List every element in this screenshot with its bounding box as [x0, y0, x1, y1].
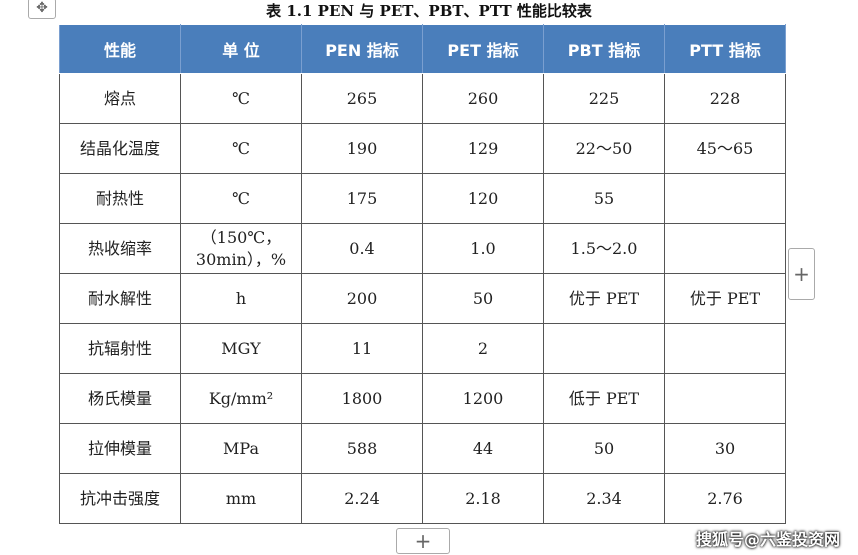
table-cell: （150℃，30min），%: [180, 223, 302, 274]
table-cell: 50: [543, 423, 665, 474]
table-row: 熔点 ℃ 265 260 225 228: [59, 73, 786, 124]
table-row: 热收缩率 （150℃，30min），% 0.4 1.0 1.5～2.0: [59, 223, 786, 274]
add-column-button[interactable]: +: [788, 248, 815, 300]
table-cell: 190: [301, 123, 423, 174]
header-cell: 单 位: [180, 24, 302, 74]
table-cell: 耐水解性: [59, 273, 181, 324]
table-cell: 1800: [301, 373, 423, 424]
header-row: 性能单 位 PEN 指标 PET 指标 PBT 指标 PTT 指标: [59, 24, 786, 74]
table-cell: 优于 PET: [664, 273, 786, 324]
table-cell: 熔点: [59, 73, 181, 124]
table-cell: 588: [301, 423, 423, 474]
table-cell: ℃: [180, 173, 302, 224]
table-cell: ℃: [180, 73, 302, 124]
table-cell: 200: [301, 273, 423, 324]
table-row: 抗辐射性 MGY 11 2: [59, 323, 786, 374]
table-title: 表 1.1 PEN 与 PET、PBT、PTT 性能比较表: [266, 2, 592, 20]
table-cell: [664, 173, 786, 224]
table-cell: [664, 323, 786, 374]
table-cell: 2: [422, 323, 544, 374]
table-cell: 1200: [422, 373, 544, 424]
header-cell: PET 指标: [422, 24, 544, 74]
table-cell: 265: [301, 73, 423, 124]
table-cell: mm: [180, 473, 302, 524]
table-row: 杨氏模量 Kg/mm² 1800 1200 低于 PET: [59, 373, 786, 424]
table-cell: 175: [301, 173, 423, 224]
table-cell: 22～50: [543, 123, 665, 174]
move-handle[interactable]: ✥: [28, 0, 56, 19]
table-cell: 55: [543, 173, 665, 224]
table-cell: 1.0: [422, 223, 544, 274]
table-cell: 优于 PET: [543, 273, 665, 324]
table-cell: 0.4: [301, 223, 423, 274]
table-cell: 30: [664, 423, 786, 474]
table-row: 耐热性 ℃ 175 120 55: [59, 173, 786, 224]
table-row: 拉伸模量 MPa 588 44 50 30: [59, 423, 786, 474]
table-cell: 低于 PET: [543, 373, 665, 424]
table-cell: 11: [301, 323, 423, 374]
table-cell: 2.76: [664, 473, 786, 524]
table-row: 抗冲击强度 mm 2.24 2.18 2.34 2.76: [59, 473, 786, 524]
table-cell: h: [180, 273, 302, 324]
table-cell: [664, 223, 786, 274]
table-cell: MGY: [180, 323, 302, 374]
table-cell: MPa: [180, 423, 302, 474]
table-row: 结晶化温度 ℃ 190 129 22～50 45～65: [59, 123, 786, 174]
table-cell: Kg/mm²: [180, 373, 302, 424]
add-row-button[interactable]: +: [396, 528, 450, 554]
table-cell: 结晶化温度: [59, 123, 181, 174]
table-cell: 44: [422, 423, 544, 474]
table-cell: 129: [422, 123, 544, 174]
table-cell: ℃: [180, 123, 302, 174]
table-cell: 260: [422, 73, 544, 124]
table-cell: 45～65: [664, 123, 786, 174]
table-cell: 2.18: [422, 473, 544, 524]
table-cell: 50: [422, 273, 544, 324]
table-cell: 杨氏模量: [59, 373, 181, 424]
table-cell: 228: [664, 73, 786, 124]
table-cell: 拉伸模量: [59, 423, 181, 474]
table-cell: 2.24: [301, 473, 423, 524]
watermark: 搜狐号@六鉴投资网: [695, 530, 840, 549]
table-cell: 1.5～2.0: [543, 223, 665, 274]
header-cell: PEN 指标: [301, 24, 423, 74]
table-cell: 耐热性: [59, 173, 181, 224]
table-cell: 2.34: [543, 473, 665, 524]
comparison-table: 性能单 位 PEN 指标 PET 指标 PBT 指标 PTT 指标 熔点 ℃ 265 260 22…: [59, 24, 786, 524]
table-cell: 抗辐射性: [59, 323, 181, 374]
table-cell: 抗冲击强度: [59, 473, 181, 524]
header-cell: 性能: [59, 24, 181, 74]
header-cell: PTT 指标: [664, 24, 786, 74]
table-cell: [543, 323, 665, 374]
table-cell: 120: [422, 173, 544, 224]
table-row: 耐水解性 h 200 50 优于 PET 优于 PET: [59, 273, 786, 324]
table-cell: [664, 373, 786, 424]
table-cell: 225: [543, 73, 665, 124]
table-cell: 热收缩率: [59, 223, 181, 274]
header-cell: PBT 指标: [543, 24, 665, 74]
